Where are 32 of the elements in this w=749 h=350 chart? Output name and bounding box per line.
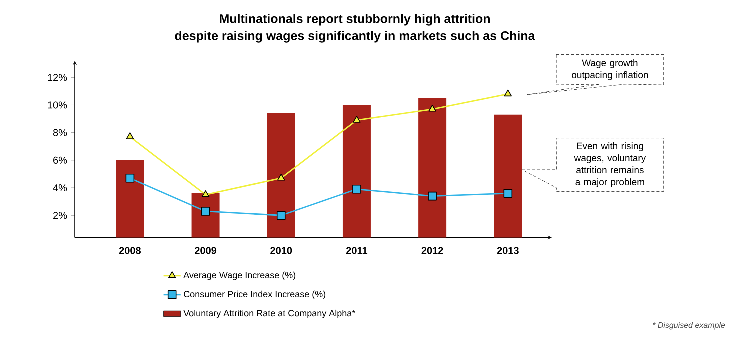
text: Even with rising wages, voluntary attrition remains a major problem	[574, 142, 646, 188]
point	[126, 132, 134, 140]
point	[428, 104, 436, 112]
point	[352, 185, 362, 194]
y-tick-label: 4%	[53, 184, 68, 192]
point	[353, 116, 361, 123]
point	[202, 190, 210, 198]
y-tick-label: 6%	[54, 156, 68, 164]
y-tick-label: 8%	[53, 129, 68, 136]
y-tick-label: 12%	[48, 74, 68, 82]
x-tick-label: 2012	[422, 247, 444, 254]
legend-label: Voluntary Attrition Rate at Company Alpha*	[184, 310, 356, 318]
point	[428, 192, 437, 201]
point	[276, 211, 286, 220]
y-tick-label: 10%	[48, 102, 68, 109]
text: * Disguised example	[653, 322, 726, 330]
y-tick-label: 2%	[54, 212, 68, 220]
x-tick-label: 2009	[195, 247, 217, 254]
point	[504, 90, 512, 97]
x-tick-label: 2010	[270, 247, 292, 254]
chart-subtitle: despite raising wages significantly in markets such as China	[175, 31, 536, 43]
point	[504, 189, 513, 198]
legend-label: Average Wage Increase (%)	[184, 272, 296, 280]
legend-label: Consumer Price Index Increase (%)	[184, 290, 326, 300]
point	[126, 174, 135, 183]
x-tick-label: 2008	[119, 247, 142, 254]
text: Wage growth outpacing inflation	[572, 59, 648, 80]
x-tick-label: 2013	[497, 247, 519, 254]
chart-title: Multinationals report stubbornly high attrition	[220, 14, 490, 26]
point	[278, 174, 286, 181]
x-tick-label: 2011	[346, 247, 368, 254]
point	[201, 207, 210, 216]
